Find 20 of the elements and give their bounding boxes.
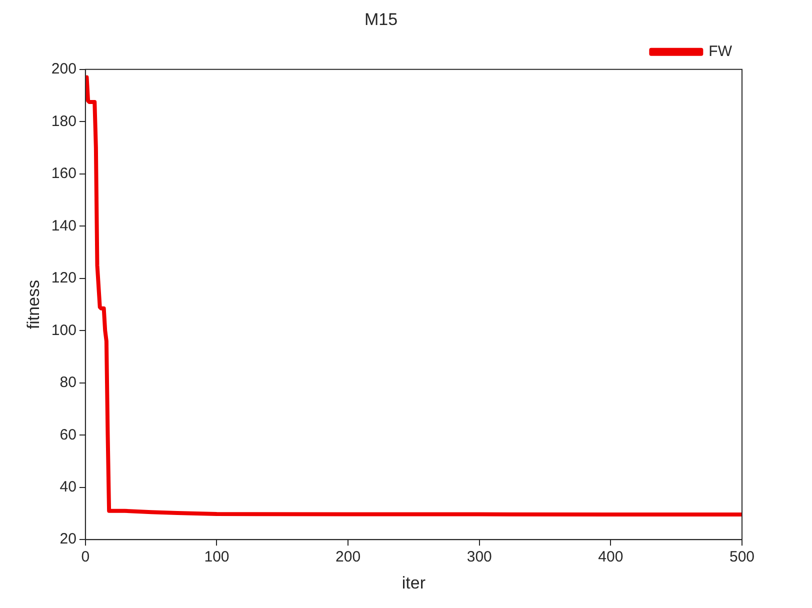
- y-tick-label: 40: [60, 478, 76, 496]
- y-tick-label: 200: [51, 60, 76, 78]
- y-tick-label: 120: [51, 270, 76, 287]
- x-tick-label: 200: [336, 548, 361, 566]
- x-tick-label: 300: [466, 548, 492, 566]
- x-axis-title: iter: [402, 573, 426, 592]
- x-tick-label: 500: [729, 548, 755, 566]
- y-tick-label: 160: [51, 165, 76, 182]
- x-tick-label: 0: [81, 548, 90, 566]
- y-tick-label: 80: [60, 374, 76, 392]
- y-tick-label: 60: [60, 426, 76, 444]
- y-tick-label: 100: [51, 322, 76, 339]
- y-axis-title: fitness: [24, 280, 43, 330]
- y-tick-label: 180: [51, 112, 76, 130]
- y-tick-label: 140: [51, 217, 76, 234]
- legend-label: FW: [708, 43, 733, 60]
- y-tick-label: 20: [60, 530, 76, 548]
- x-tick-label: 100: [204, 548, 230, 566]
- x-tick-label: 400: [598, 548, 624, 566]
- chart-title: M15: [364, 10, 398, 29]
